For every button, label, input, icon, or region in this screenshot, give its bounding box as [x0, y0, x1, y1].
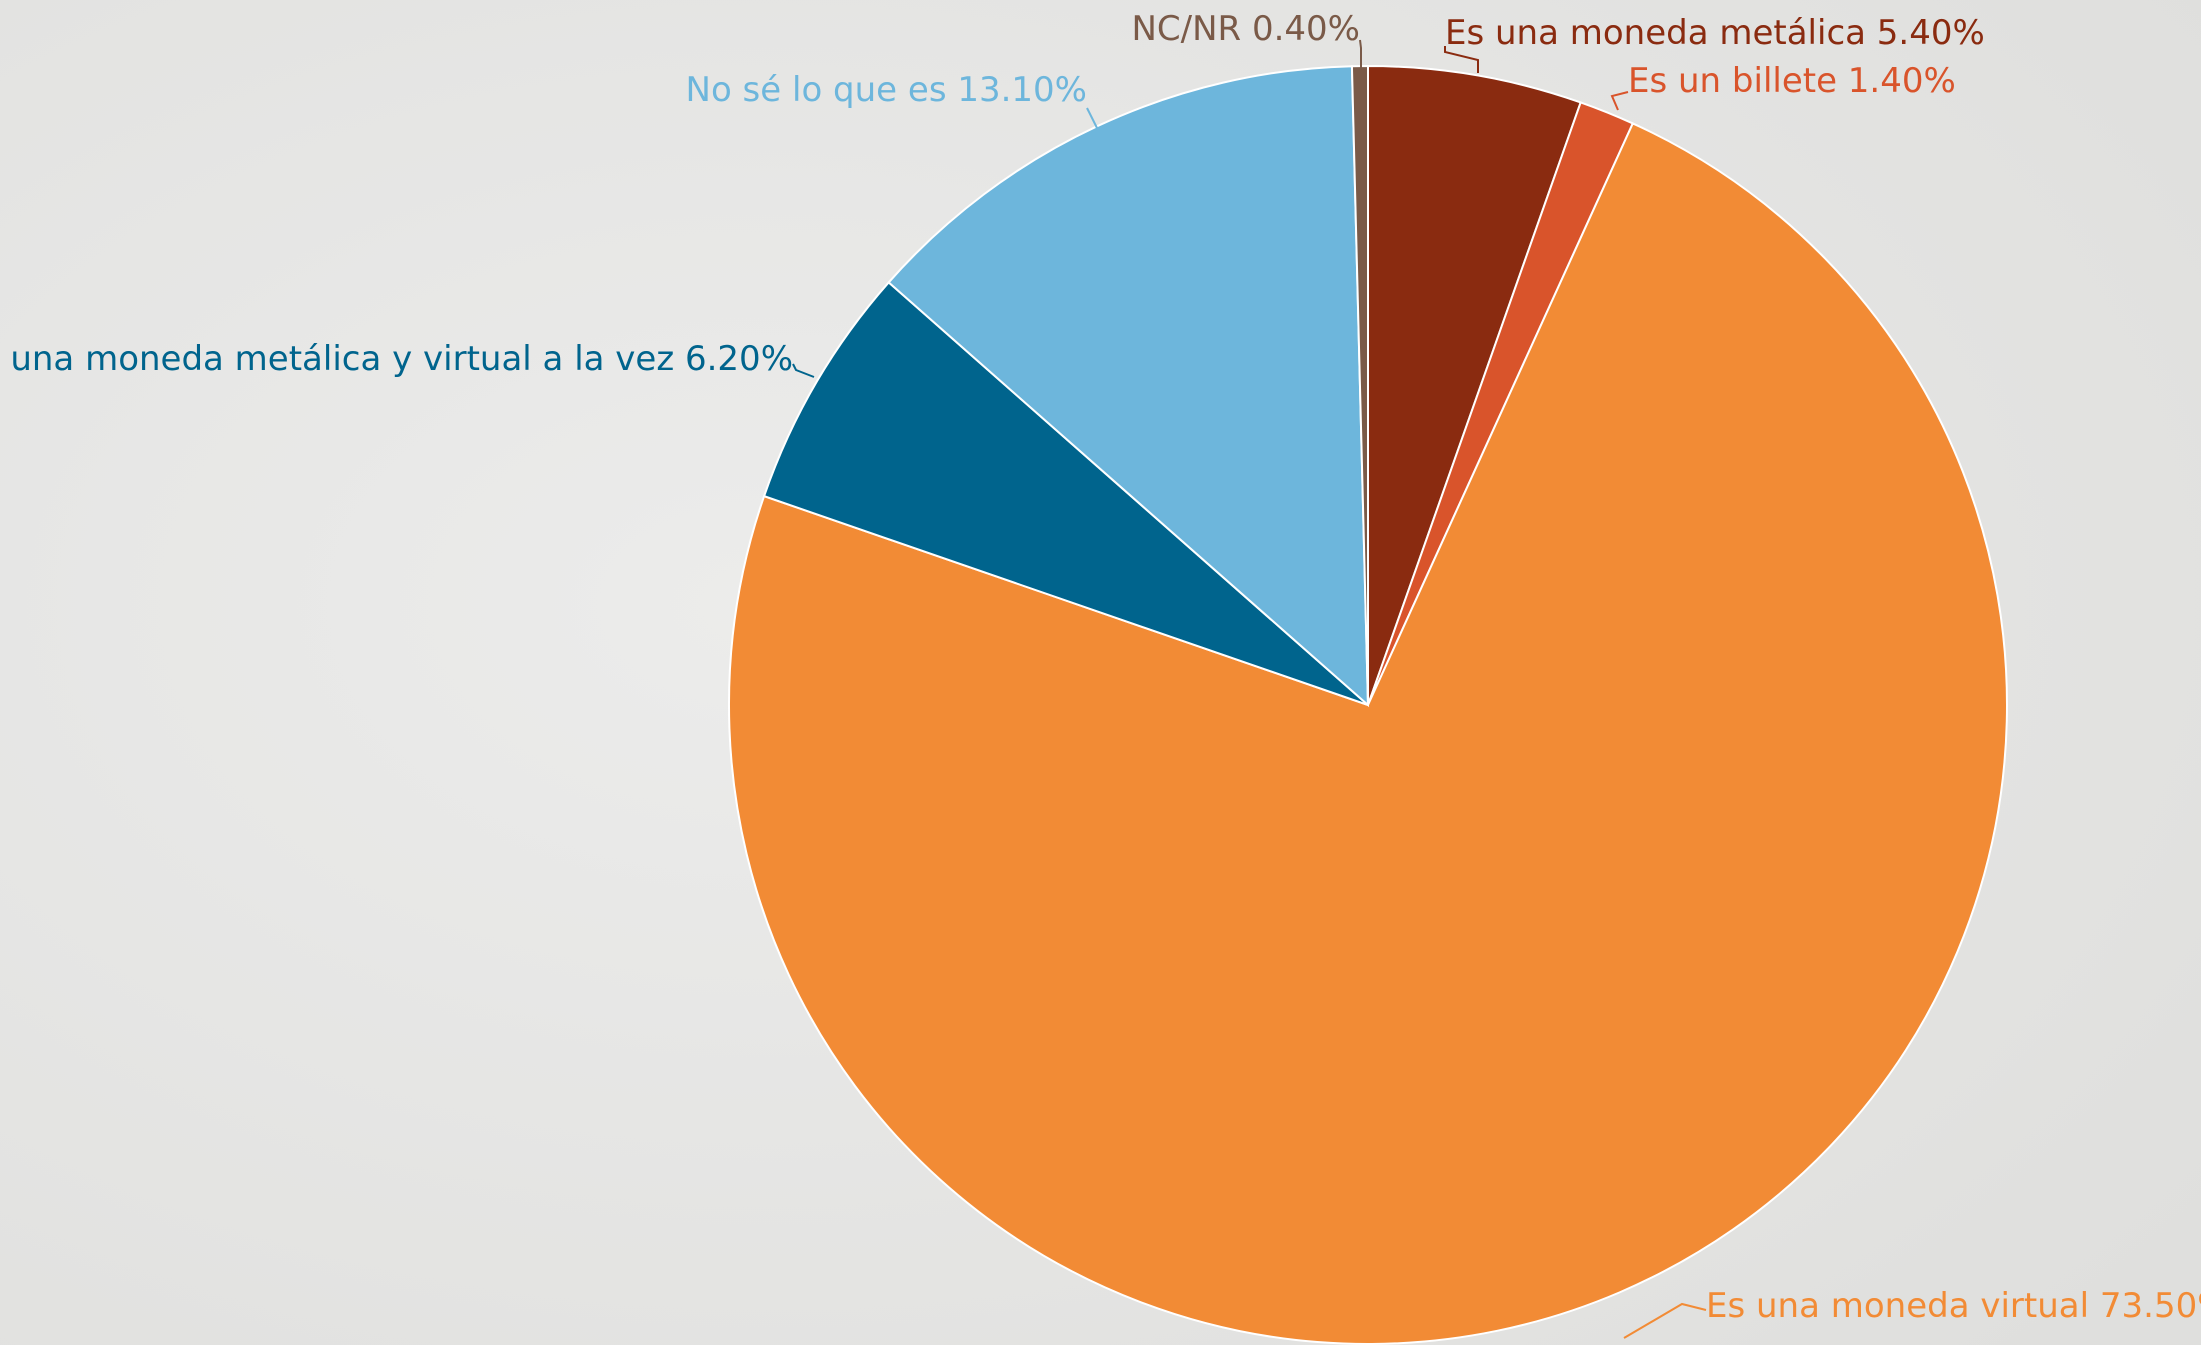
leader-line [792, 363, 815, 378]
data-label: Es un billete 1.40% [1628, 61, 1956, 101]
pie-slice [1350, 64, 1369, 706]
pie-slice [762, 281, 1369, 706]
pie-slice [1367, 64, 1582, 706]
leader-line [1086, 107, 1098, 129]
slices-layer [728, 64, 2008, 1345]
data-label: Es una moneda metálica 5.40% [1445, 13, 1985, 53]
leader-line [1610, 91, 1629, 111]
pie-slice [887, 65, 1370, 708]
data-labels-layer: Es una moneda metálica 5.40% Es un billet… [0, 9, 2201, 1326]
leader-line [1623, 1302, 1707, 1339]
data-label: Es una moneda metálica y virtual a la ve… [0, 339, 793, 379]
leader-line [1359, 39, 1362, 68]
data-label: NC/NR 0.40% [1131, 9, 1360, 49]
pie-slice [728, 122, 2008, 1345]
leader-line [1444, 46, 1479, 73]
data-label: Es una moneda virtual 73.50% [1706, 1286, 2201, 1326]
leader-lines-layer [792, 39, 1707, 1339]
data-label: No sé lo que es 13.10% [686, 70, 1087, 110]
